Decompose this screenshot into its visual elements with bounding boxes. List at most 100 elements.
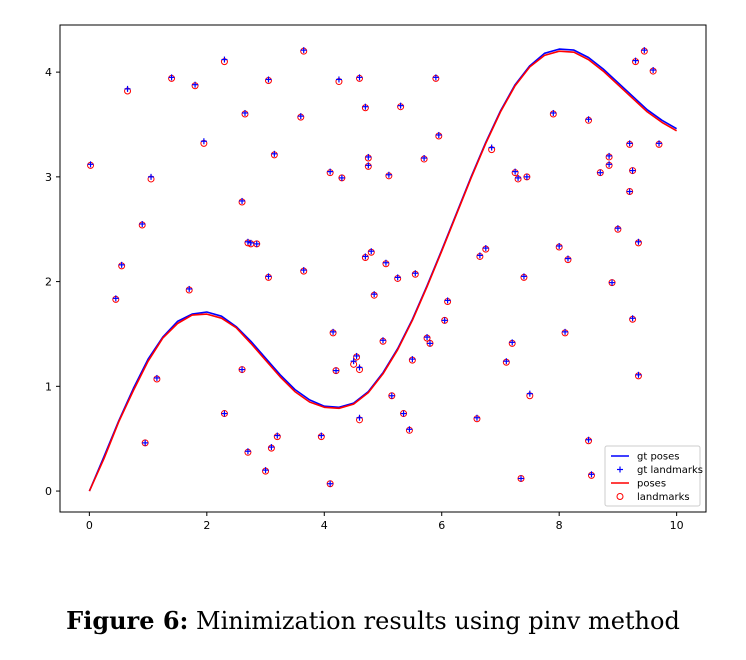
gt-landmark-point — [330, 328, 337, 335]
x-tick-label: 6 — [438, 519, 445, 532]
x-tick-label: 8 — [556, 519, 563, 532]
gt-landmark-point — [87, 161, 94, 168]
gt-landmark-point — [362, 253, 369, 260]
gt-landmark-point — [239, 197, 246, 204]
gt-landmark-point — [606, 161, 613, 168]
x-tick-label: 0 — [86, 519, 93, 532]
gt-landmark-point — [432, 74, 439, 81]
y-tick-label: 3 — [45, 171, 52, 184]
gt-landmark-point — [327, 480, 334, 487]
gt-landmark-point — [186, 285, 193, 292]
legend-label: poses — [637, 479, 666, 490]
gt-landmark-point — [635, 238, 642, 245]
gt-landmark-point — [118, 261, 125, 268]
legend-label: gt landmarks — [637, 465, 703, 476]
gt-landmark-point — [262, 467, 269, 474]
figure-caption: Figure 6: Minimization results using pin… — [0, 606, 746, 635]
gt-landmark-point — [394, 274, 401, 281]
gt-landmark-point — [335, 76, 342, 83]
gt-landmark-point — [488, 144, 495, 151]
gt-landmark-point — [265, 76, 272, 83]
legend-swatch — [616, 493, 624, 500]
gt-landmark-point — [409, 356, 416, 363]
gt-landmark-point — [124, 85, 131, 92]
gt-landmark-point — [268, 444, 275, 451]
gt-landmark-point — [192, 81, 199, 88]
legend-entry: gt poses — [611, 452, 680, 463]
legend-entry: landmarks — [616, 492, 690, 503]
gt-landmark-point — [641, 47, 648, 54]
gt-landmark-point — [441, 317, 448, 324]
series-line — [88, 50, 677, 492]
gt-landmark-point — [585, 116, 592, 123]
gt-landmark-point — [609, 279, 616, 286]
plot-frame — [59, 24, 707, 513]
y-tick-label: 2 — [45, 276, 52, 289]
ticks-layer: 0 2 4 6 8 10 0 1 2 3 4 — [45, 66, 684, 532]
caption-text: Minimization results using pinv method — [196, 607, 680, 635]
gt-landmark-point — [148, 173, 155, 180]
gt-landmark-point — [241, 109, 248, 116]
gt-landmark-point — [353, 352, 360, 359]
series-line — [88, 48, 677, 492]
gt-landmark-point — [435, 131, 442, 138]
gt-landmark-point — [597, 169, 604, 176]
gt-landmark-point — [523, 173, 530, 180]
gt-landmark-point — [362, 103, 369, 110]
gt-landmark-point — [635, 371, 642, 378]
gt-landmark-point — [200, 138, 207, 145]
gt-landmark-point — [424, 334, 431, 341]
gt-landmark-point — [271, 150, 278, 157]
series-layer — [87, 47, 677, 492]
gt-landmark-point — [482, 245, 489, 252]
gt-landmark-point — [564, 255, 571, 262]
gt-landmark-point — [244, 238, 251, 245]
gt-landmark-point — [518, 475, 525, 482]
gt-landmark-point — [650, 67, 657, 74]
y-tick-label: 0 — [45, 485, 52, 498]
gt-landmark-point — [327, 168, 334, 175]
gt-landmark-point — [585, 436, 592, 443]
gt-landmark-point — [503, 358, 510, 365]
gt-landmark-point — [365, 162, 372, 169]
gt-landmark-point — [388, 392, 395, 399]
gt-landmark-point — [365, 153, 372, 160]
legend: gt poses gt landmarks poses landmarks — [604, 445, 703, 507]
gt-landmark-point — [512, 168, 519, 175]
gt-landmark-point — [247, 239, 254, 246]
gt-landmark-point — [406, 426, 413, 433]
gt-landmark-point — [520, 273, 527, 280]
x-tick-label: 4 — [321, 519, 328, 532]
gt-landmark-point — [318, 432, 325, 439]
gt-landmark-point — [368, 248, 375, 255]
gt-landmark-point — [297, 113, 304, 120]
gt-landmark-point — [509, 339, 516, 346]
gt-landmark-point — [356, 364, 363, 371]
gt-landmark-point — [265, 273, 272, 280]
legend-entry: gt landmarks — [617, 465, 703, 476]
gt-landmark-point — [221, 410, 228, 417]
gt-landmark-point — [239, 366, 246, 373]
gt-landmark-point — [274, 432, 281, 439]
gt-landmark-point — [629, 167, 636, 174]
gt-landmark-point — [397, 102, 404, 109]
gt-landmark-point — [626, 140, 633, 147]
gt-landmark-point — [550, 109, 557, 116]
x-tick-label: 10 — [670, 519, 684, 532]
gt-landmark-point — [333, 367, 340, 374]
gt-landmark-point — [142, 439, 149, 446]
chart: 0 2 4 6 8 10 0 1 2 3 4 gt poses gt landmarks poses la… — [45, 24, 707, 532]
gt-landmark-point — [515, 174, 522, 181]
gt-landmark-point — [385, 171, 392, 178]
gt-landmark-point — [588, 471, 595, 478]
gt-landmark-point — [526, 390, 533, 397]
gt-landmark-point — [426, 340, 433, 347]
gt-landmark-point — [356, 414, 363, 421]
gt-landmark-point — [556, 242, 563, 249]
gt-landmark-point — [168, 74, 175, 81]
legend-label: landmarks — [637, 492, 690, 503]
gt-landmark-point — [656, 140, 663, 147]
gt-landmark-point — [153, 374, 160, 381]
y-tick-label: 4 — [45, 66, 52, 79]
gt-landmark-point — [338, 174, 345, 181]
